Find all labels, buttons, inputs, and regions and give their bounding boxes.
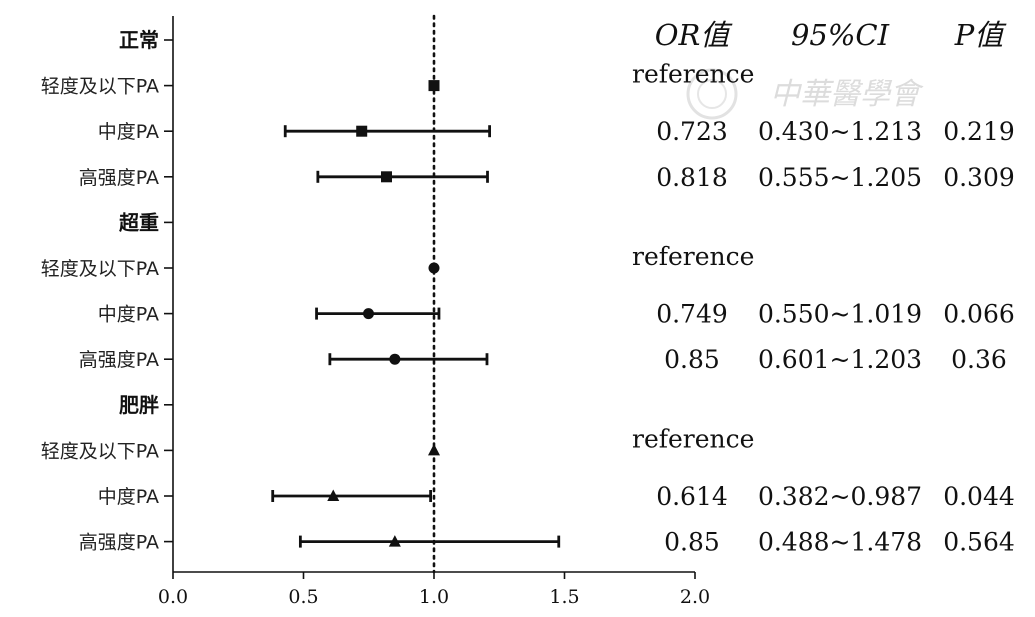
header-or: OR值: [655, 18, 734, 52]
group-label: 正常: [119, 28, 159, 52]
ci-value-text: 0.488~1.478: [758, 528, 922, 557]
point-square: [356, 125, 368, 137]
ci-value-text: 0.601~1.203: [758, 345, 922, 374]
point-triangle: [428, 443, 440, 456]
point-square: [428, 80, 440, 92]
watermark-text: 中華醫學會: [770, 77, 924, 112]
group-label: 超重: [118, 210, 159, 234]
row-label: 轻度及以下PA: [41, 76, 159, 98]
row-label: 轻度及以下PA: [41, 258, 159, 280]
watermark: 中華醫學會: [686, 68, 924, 120]
ci-value-text: 0.382~0.987: [758, 482, 922, 511]
ci-value-text: 0.550~1.019: [758, 300, 922, 329]
p-value-text: 0.36: [951, 345, 1007, 374]
x-tick-label: 2.0: [680, 586, 710, 608]
header-p: P值: [954, 18, 1008, 52]
x-tick-label: 0.0: [158, 586, 188, 608]
p-value-text: 0.066: [943, 300, 1015, 329]
row-label: 高强度PA: [79, 349, 159, 371]
p-value-text: 0.044: [943, 482, 1015, 511]
row-label: 高强度PA: [79, 167, 159, 189]
point-circle: [428, 262, 440, 274]
or-value-text: 0.85: [664, 528, 720, 557]
x-tick-label: 1.0: [419, 586, 449, 608]
or-reference-text: reference: [632, 424, 754, 453]
or-value-text: 0.85: [664, 345, 720, 374]
row-label: 轻度及以下PA: [41, 440, 159, 462]
ci-value-text: 0.430~1.213: [758, 117, 922, 146]
row-label: 中度PA: [98, 304, 159, 326]
watermark-seal-inner-icon: [697, 79, 727, 109]
or-reference-text: reference: [632, 60, 754, 89]
p-value-text: 0.309: [943, 163, 1015, 192]
point-triangle: [327, 489, 340, 501]
row-label: 高强度PA: [79, 532, 159, 554]
group-label: 肥胖: [119, 393, 159, 417]
point-circle: [389, 353, 401, 365]
or-value-text: 0.818: [656, 163, 728, 192]
or-value-text: 0.749: [656, 300, 728, 329]
or-reference-text: reference: [632, 242, 754, 271]
or-value-text: 0.723: [656, 117, 728, 146]
or-value-text: 0.614: [656, 482, 728, 511]
axes: 0.0 0.5 1.0 1.5 2.0: [158, 16, 710, 608]
point-square: [380, 171, 392, 183]
ci-value-text: 0.555~1.205: [758, 163, 922, 192]
column-headers: OR值 95%CI P值: [655, 18, 1008, 52]
point-triangle: [388, 535, 401, 547]
header-ci: 95%CI: [791, 18, 890, 52]
x-tick-label: 0.5: [288, 586, 318, 608]
x-tick-label: 1.5: [549, 586, 579, 608]
row-label: 中度PA: [98, 486, 159, 508]
p-value-text: 0.564: [943, 528, 1015, 557]
row-label: 中度PA: [98, 121, 159, 143]
point-circle: [362, 308, 374, 320]
watermark-seal-icon: [686, 68, 738, 120]
p-value-text: 0.219: [943, 117, 1015, 146]
